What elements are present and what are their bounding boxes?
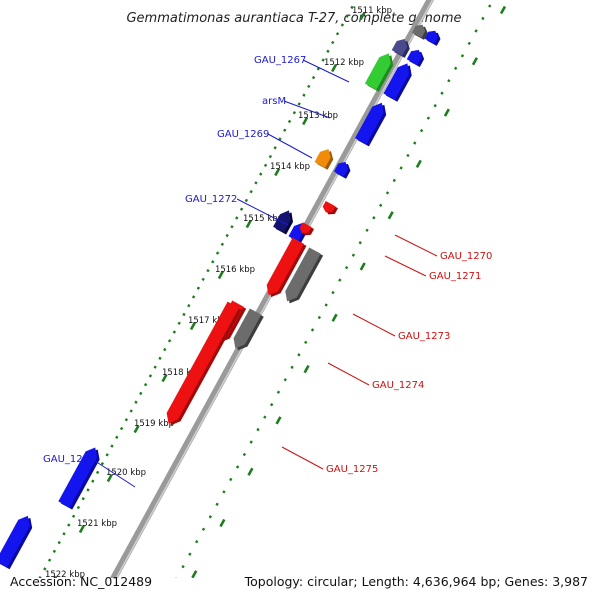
kbp-tick-mark bbox=[359, 11, 366, 21]
outer-tick-mark bbox=[331, 313, 338, 322]
gene-feature-orange bbox=[314, 149, 331, 168]
gene-feature-blue bbox=[424, 30, 438, 44]
backbone-highlight bbox=[115, 0, 434, 578]
kbp-tick-label: 1517 kbp bbox=[188, 316, 228, 326]
leader-line bbox=[327, 362, 370, 386]
gene-label-gau_1270: GAU_1270 bbox=[440, 251, 492, 262]
kbp-tick-label: 1513 kbp bbox=[298, 111, 338, 121]
gene-feature-gau_1273 bbox=[266, 237, 304, 296]
gene-label-gau_1271: GAU_1271 bbox=[429, 271, 481, 282]
kbp-tick-mark bbox=[161, 373, 168, 383]
gene-feature-gray bbox=[285, 247, 321, 302]
kbp-tick-mark bbox=[217, 270, 224, 280]
gene-feature-blue bbox=[0, 515, 30, 568]
gene-feature-gray bbox=[411, 24, 426, 38]
outer-tick-mark bbox=[443, 108, 450, 117]
genome-backbone bbox=[109, 0, 434, 578]
outer-tick-mark bbox=[191, 570, 198, 578]
kbp-tick-label: 1520 kbp bbox=[106, 468, 146, 478]
kbp-tick-label: 1516 kbp bbox=[215, 265, 255, 275]
leader-line bbox=[352, 313, 396, 337]
gene-label-gau_1272: GAU_1272 bbox=[185, 194, 237, 205]
gene-feature-gray bbox=[233, 308, 262, 349]
kbp-tick-label: 1514 kbp bbox=[270, 162, 310, 172]
outer-tick-mark bbox=[359, 262, 366, 271]
inner-tick-track bbox=[38, 0, 358, 578]
kbp-tick-mark bbox=[245, 219, 252, 229]
gene-label-gau_1275: GAU_1275 bbox=[326, 464, 378, 475]
gene-feature-blue bbox=[333, 161, 348, 177]
outer-tick-mark bbox=[471, 57, 478, 66]
gene-feature-gau_1275 bbox=[166, 301, 239, 424]
leader-line bbox=[283, 100, 331, 119]
gene-feature-gau_1269 bbox=[355, 102, 384, 145]
kbp-tick-label: 1518 kbp bbox=[162, 368, 202, 378]
topology-text: Topology: circular; Length: 4,636,964 bp… bbox=[244, 574, 588, 589]
kbp-tick-label: 1522 kbp bbox=[45, 570, 85, 580]
outer-tick-mark bbox=[387, 211, 394, 220]
leader-line bbox=[236, 198, 289, 226]
kbp-tick-label: 1512 kbp bbox=[324, 58, 364, 68]
gene-label-gau_1269: GAU_1269 bbox=[217, 129, 269, 140]
leader-line bbox=[267, 133, 313, 159]
leader-line bbox=[94, 460, 136, 488]
leader-line bbox=[394, 234, 438, 257]
map-title: Gemmatimonas aurantiaca T-27, complete g… bbox=[126, 11, 461, 26]
kbp-tick-label: 1511 kbp bbox=[352, 6, 392, 16]
outer-tick-mark bbox=[219, 518, 226, 528]
accession-text: Accession: NC_012489 bbox=[10, 574, 153, 589]
gene-feature-arsm bbox=[383, 63, 410, 100]
gene-feature-gau_1267 bbox=[364, 53, 391, 90]
kbp-tick-mark bbox=[189, 321, 197, 331]
kbp-tick-mark bbox=[106, 473, 113, 483]
kbp-tick-label: 1519 kbp bbox=[134, 419, 174, 429]
kbp-tick-mark bbox=[78, 524, 85, 534]
outer-tick-mark bbox=[499, 5, 507, 15]
gene-label-gau_1267: GAU_1267 bbox=[254, 55, 306, 66]
leader-line bbox=[302, 59, 350, 83]
kbp-tick-mark bbox=[331, 63, 338, 73]
leader-line bbox=[384, 255, 427, 277]
kbp-tick-mark bbox=[274, 167, 281, 177]
outer-tick-mark bbox=[247, 467, 254, 476]
gene-label-gau_1273: GAU_1273 bbox=[398, 331, 450, 342]
kbp-tick-mark bbox=[133, 424, 140, 434]
outer-tick-mark bbox=[303, 364, 310, 374]
leader-line bbox=[281, 446, 324, 470]
gene-feature-gau_1276 bbox=[58, 447, 98, 508]
gene-feature-blue bbox=[406, 49, 422, 66]
kbp-tick-mark bbox=[302, 116, 309, 126]
gene-feature-slate bbox=[391, 38, 408, 56]
kbp-tick-label: 1515 kbp bbox=[243, 214, 283, 224]
outer-tick-mark bbox=[275, 416, 282, 425]
gene-label-arsm: arsM bbox=[262, 96, 286, 107]
outer-tick-mark bbox=[415, 159, 422, 169]
kbp-tick-mark bbox=[53, 575, 58, 578]
kbp-tick-label: 1521 kbp bbox=[77, 519, 117, 529]
gene-label-gau_1276: GAU_1276 bbox=[43, 454, 95, 465]
gene-label-gau_1274: GAU_1274 bbox=[372, 380, 424, 391]
outer-tick-track bbox=[175, 0, 495, 578]
gene-feature-gau_1270 bbox=[322, 200, 336, 213]
gene-feature-gau_1271 bbox=[299, 222, 312, 234]
